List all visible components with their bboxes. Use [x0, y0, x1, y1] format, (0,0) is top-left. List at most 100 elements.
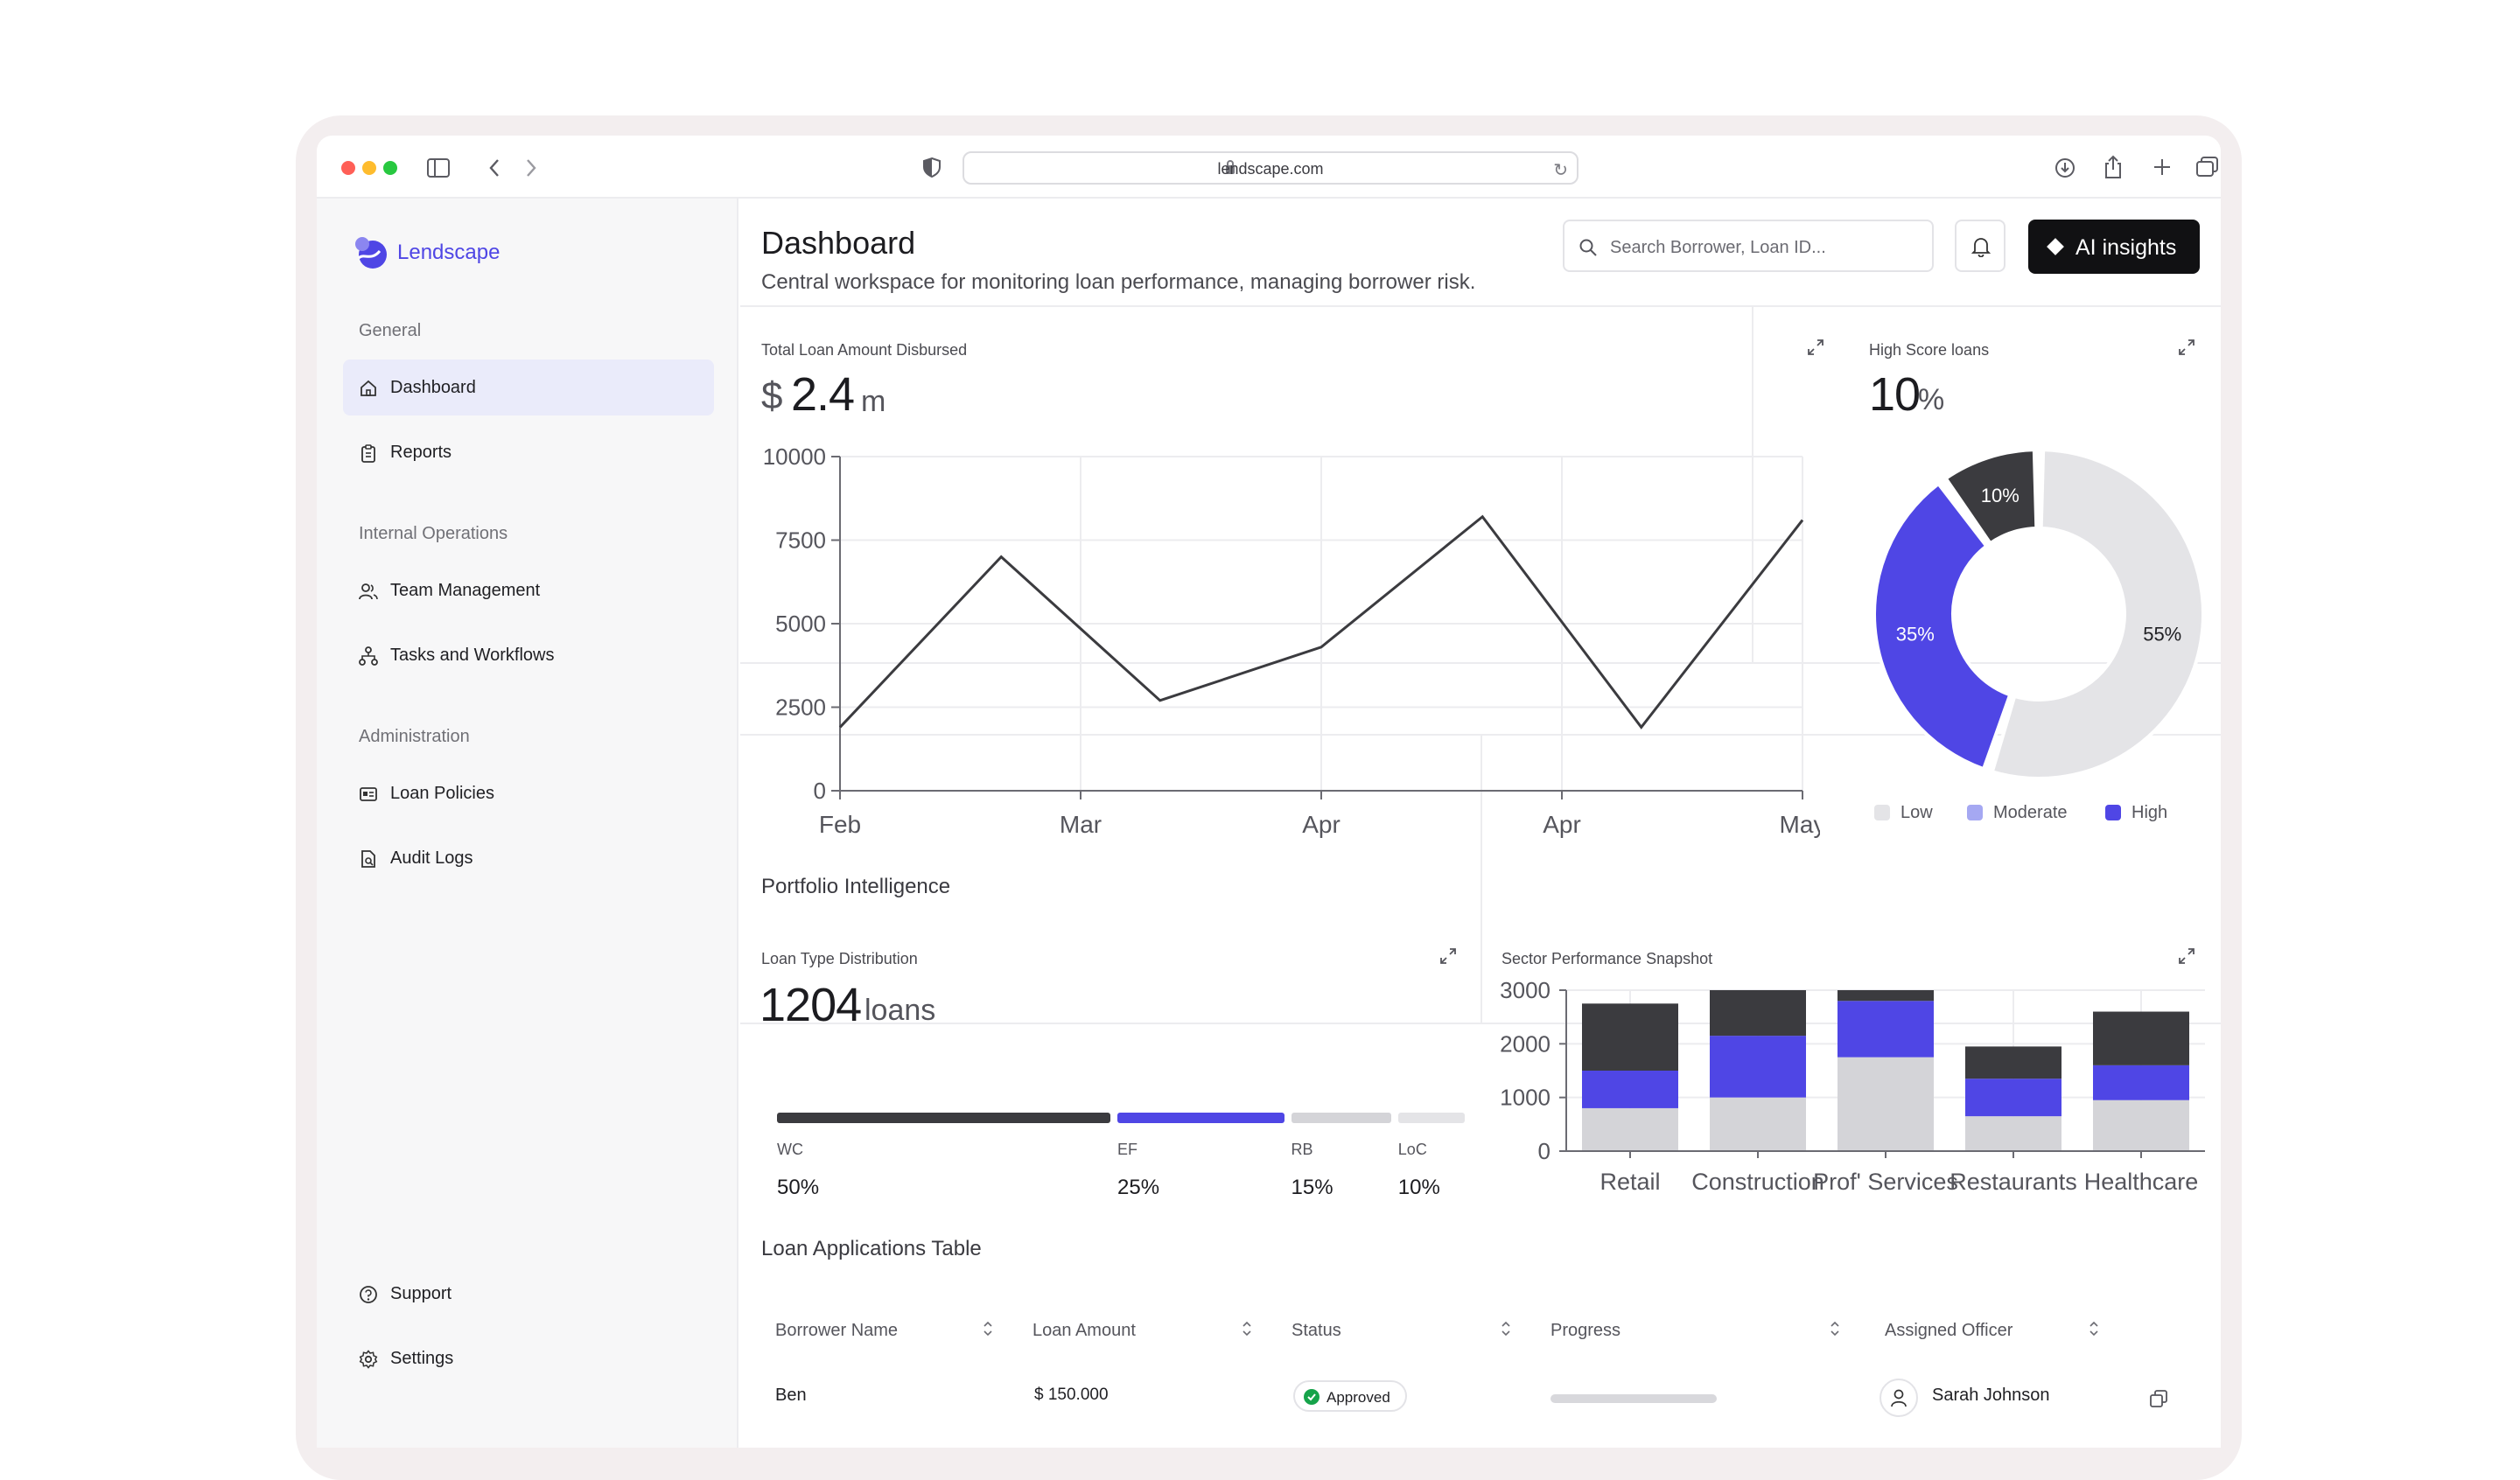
x-tick-label: Construction [1691, 1169, 1824, 1195]
x-tick-label: Healthcare [2084, 1169, 2199, 1195]
sidebar-item-settings[interactable]: Settings [343, 1330, 714, 1386]
bar-segment [1838, 1057, 1934, 1151]
y-tick-label: 5000 [775, 611, 826, 637]
sidebar-item-reports[interactable]: Reports [343, 424, 714, 480]
copy-icon[interactable] [2149, 1389, 2168, 1408]
expand-icon[interactable] [1438, 946, 1458, 966]
legend-swatch-moderate [1967, 805, 1983, 820]
legend-label-high: High [2132, 803, 2168, 822]
y-tick-label: 0 [814, 778, 826, 804]
search-input[interactable]: Search Borrower, Loan ID... [1563, 220, 1934, 272]
distribution-value: 15% [1291, 1176, 1334, 1199]
bar-segment [1582, 1107, 1678, 1151]
share-icon[interactable] [2104, 155, 2123, 179]
user-icon [1891, 1389, 1907, 1407]
home-icon [360, 380, 376, 396]
sidebar-item-tasks-workflows[interactable]: Tasks and Workflows [343, 627, 714, 683]
sidebar-item-label: Audit Logs [390, 848, 473, 868]
expand-icon[interactable] [2177, 946, 2196, 966]
sort-icon[interactable] [2088, 1319, 2100, 1338]
lendscape-logo-icon [355, 237, 387, 269]
browser-toolbar: lendscape.com ↻ [317, 136, 2221, 199]
loan-count-value: 1204 [760, 979, 862, 1031]
sidebar-item-dashboard[interactable]: Dashboard [343, 360, 714, 415]
lock-icon [1226, 160, 1235, 174]
sort-icon[interactable] [1500, 1319, 1512, 1338]
sidebar-item-label: Team Management [390, 581, 541, 600]
sidebar-item-label: Reports [390, 443, 452, 462]
distribution-value: 50% [777, 1176, 820, 1199]
donut-slice [1990, 448, 2205, 780]
notifications-button[interactable] [1955, 220, 2006, 272]
brand-name: Lendscape [397, 241, 500, 264]
clipboard-icon [361, 444, 375, 463]
section-administration: Administration [359, 727, 470, 746]
expand-icon[interactable] [1806, 338, 1825, 357]
cell-borrower: Ben [775, 1386, 807, 1405]
sort-icon[interactable] [1241, 1319, 1253, 1338]
forward-icon[interactable] [525, 158, 537, 178]
bar-segment [1710, 990, 1806, 1037]
sparkle-icon [2047, 238, 2064, 255]
y-tick-label: 1000 [1500, 1085, 1550, 1111]
y-tick-label: 3000 [1500, 977, 1550, 1003]
bar-segment [1582, 1003, 1678, 1071]
distribution-code: LoC [1397, 1141, 1427, 1158]
bar-segment [1582, 1071, 1678, 1108]
sort-icon[interactable] [1829, 1319, 1841, 1338]
distribution-segment [1291, 1113, 1391, 1123]
y-tick-label: 2000 [1500, 1030, 1550, 1057]
bar-segment [1838, 1001, 1934, 1058]
divider [1480, 734, 1482, 1023]
avatar [1880, 1379, 1918, 1417]
cell-officer: Sarah Johnson [1932, 1386, 2050, 1405]
maximize-window-button[interactable] [383, 161, 397, 175]
distribution-code: WC [777, 1141, 803, 1158]
slice-label: 35% [1896, 623, 1935, 645]
card-title-total-loan: Total Loan Amount Disbursed [761, 341, 968, 359]
bar-segment [1965, 1079, 2062, 1117]
policy-icon [360, 787, 377, 801]
back-icon[interactable] [488, 158, 500, 178]
cell-amount: $ 150.000 [1034, 1386, 1109, 1404]
check-circle-icon [1304, 1389, 1320, 1405]
minimize-window-button[interactable] [362, 161, 376, 175]
col-header-borrower[interactable]: Borrower Name [775, 1321, 899, 1340]
bar-segment [2093, 1011, 2189, 1065]
sidebar-item-team-management[interactable]: Team Management [343, 562, 714, 618]
legend-swatch-high [2105, 805, 2121, 820]
close-window-button[interactable] [341, 161, 355, 175]
distribution-code: RB [1291, 1141, 1313, 1158]
tab-overview-icon[interactable] [2196, 157, 2219, 178]
sidebar-toggle-icon[interactable] [427, 158, 450, 178]
reload-icon[interactable]: ↻ [1553, 161, 1568, 180]
new-tab-icon[interactable] [2152, 157, 2172, 177]
line-chart: 0 2500 5000 7500 10000 Feb Mar Apr Apr May [763, 443, 1820, 838]
x-tick-label: Prof' Services [1813, 1169, 1958, 1195]
loan-count-unit: loans [864, 994, 936, 1027]
address-bar[interactable]: lendscape.com ↻ [962, 151, 1578, 185]
sidebar-item-loan-policies[interactable]: Loan Policies [343, 765, 714, 821]
col-header-status[interactable]: Status [1292, 1321, 1341, 1340]
col-header-progress[interactable]: Progress [1550, 1321, 1621, 1340]
download-icon[interactable] [2054, 157, 2076, 178]
bar-segment [2093, 1100, 2189, 1151]
shield-icon[interactable] [922, 157, 942, 178]
ai-insights-button[interactable]: AI insights [2028, 220, 2200, 274]
x-tick-label: Retail [1600, 1169, 1660, 1195]
x-tick-label: Mar [1060, 811, 1102, 838]
sidebar-item-audit-logs[interactable]: Audit Logs [343, 830, 714, 886]
sidebar-item-label: Tasks and Workflows [390, 646, 555, 665]
bar-segment [1838, 990, 1934, 1002]
distribution-segment [777, 1113, 1110, 1123]
section-general: General [359, 321, 422, 340]
sidebar-item-label: Settings [390, 1349, 454, 1368]
sort-icon[interactable] [982, 1319, 994, 1338]
expand-icon[interactable] [2177, 338, 2196, 357]
col-header-amount[interactable]: Loan Amount [1032, 1321, 1136, 1340]
donut-slice [1872, 482, 2012, 771]
col-header-officer[interactable]: Assigned Officer [1885, 1321, 2013, 1340]
sidebar-item-support[interactable]: Support [343, 1266, 714, 1322]
divider [740, 662, 2221, 664]
legend-label-low: Low [1900, 803, 1933, 822]
